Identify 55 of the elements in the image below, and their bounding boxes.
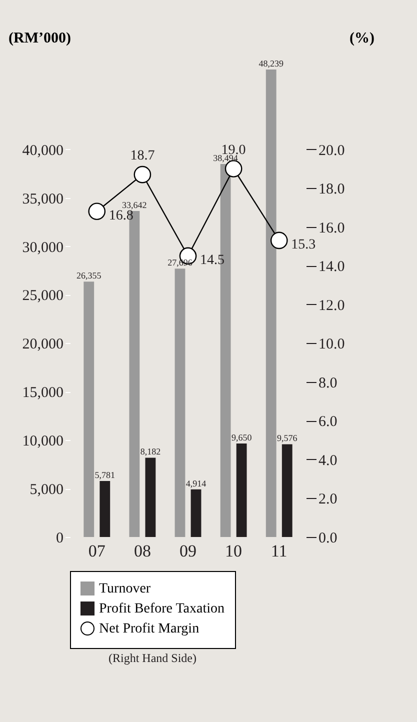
- bar: [100, 480, 110, 537]
- data-label: 15.3: [291, 237, 316, 252]
- y-tick-label: 20,000: [22, 336, 64, 353]
- data-label: 16.8: [108, 208, 134, 224]
- bar: [282, 444, 292, 537]
- data-label: 33,642: [122, 200, 147, 210]
- point: [270, 232, 288, 250]
- bar: [190, 489, 202, 537]
- point: [134, 166, 152, 184]
- point: [88, 202, 106, 220]
- y2-tick-label: 10.0: [318, 336, 345, 353]
- y2-tick-label: 6.0: [318, 414, 338, 430]
- data-label: 48,239: [258, 58, 284, 69]
- y2-tick-label: 2.0: [318, 492, 338, 508]
- data-label: 9,576: [277, 433, 298, 444]
- data-label: 4,914: [186, 478, 207, 488]
- x-tick-label: 10: [225, 542, 242, 560]
- bar: [266, 70, 276, 537]
- y-tick-label: 40,000: [22, 142, 64, 159]
- y2-tick-label: 4.0: [318, 452, 338, 469]
- y-tick-label: 15,000: [22, 385, 64, 402]
- y2-tick-label: 14.0: [318, 259, 345, 276]
- data-label: 8,182: [140, 446, 161, 457]
- legend-label: Net Profit Margin: [99, 622, 200, 636]
- x-tick-label: 08: [134, 542, 151, 560]
- y-tick-label: 25,000: [22, 288, 64, 304]
- y-tick-label: 10,000: [22, 434, 64, 450]
- x-tick-label: 07: [88, 542, 106, 560]
- data-label: 26,355: [76, 270, 102, 281]
- y2-tick-label: 12.0: [318, 298, 345, 314]
- data-label: 9,650: [231, 432, 252, 442]
- legend-label: Profit Before Taxation: [99, 602, 225, 616]
- y-tick-label: 5,000: [30, 482, 64, 498]
- y-axis-title: (RM’000): [8, 30, 71, 46]
- y2-tick-label: 16.0: [318, 220, 345, 236]
- y2-tick-label: 20.0: [318, 142, 345, 159]
- text: (Right Hand Side): [108, 650, 196, 666]
- legend-label: Turnover: [99, 582, 151, 596]
- y-tick-label: 0: [56, 530, 64, 546]
- y2-tick-label: 8.0: [318, 375, 338, 392]
- data-label: 18.7: [130, 148, 155, 164]
- bar: [174, 268, 186, 537]
- x-tick-label: 09: [180, 542, 196, 560]
- bar: [145, 458, 156, 537]
- y2-axis-title: (%): [350, 30, 374, 46]
- data-label: 27,696: [168, 258, 193, 268]
- data-label: 14.5: [200, 252, 224, 268]
- bar: [84, 282, 94, 537]
- y2-tick-label: 0.0: [318, 530, 338, 546]
- bar: [236, 443, 247, 537]
- y-tick-label: 30,000: [22, 240, 64, 256]
- data-label: 5,781: [94, 470, 116, 480]
- y-tick-label: 35,000: [22, 191, 64, 208]
- y2-tick-label: 18.0: [318, 182, 345, 198]
- x-tick-label: 11: [270, 542, 288, 560]
